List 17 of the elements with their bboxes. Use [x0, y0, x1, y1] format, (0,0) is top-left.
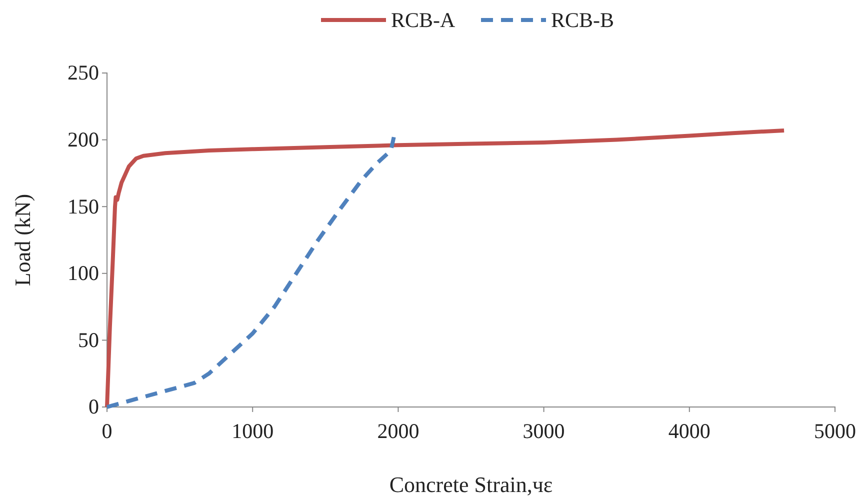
- x-tick-label: 2000: [377, 419, 420, 444]
- legend-label: RCB-A: [391, 8, 456, 32]
- line-series: [105, 135, 396, 409]
- y-tick-label: 0: [88, 394, 99, 419]
- legend-label: RCB-B: [551, 8, 614, 32]
- x-axis-title: Concrete Strain,чε: [389, 472, 553, 497]
- x-tick-label: 1000: [232, 419, 274, 444]
- y-tick-label: 50: [78, 328, 99, 352]
- y-tick-label: 150: [68, 194, 99, 218]
- y-tick-label: 200: [68, 128, 99, 152]
- y-tick-label: 100: [68, 261, 99, 286]
- x-tick-label: 3000: [522, 419, 565, 444]
- y-tick-label: 250: [68, 60, 99, 85]
- y-axis-title: Load (kN): [10, 194, 35, 286]
- x-tick-label: 4000: [668, 419, 710, 444]
- x-tick-label: 5000: [814, 419, 856, 444]
- line-series: [105, 128, 786, 409]
